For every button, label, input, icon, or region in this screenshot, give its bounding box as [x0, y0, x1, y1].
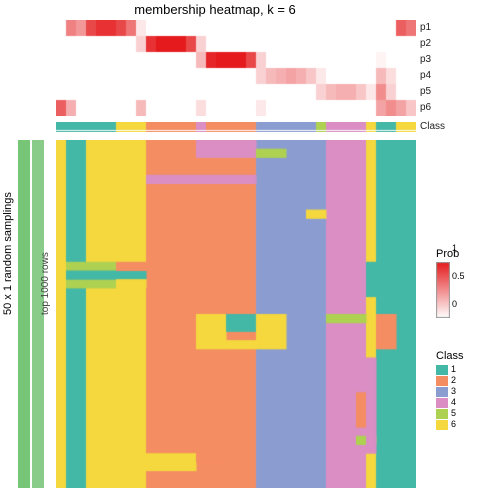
class-legend-label: 4	[451, 397, 456, 408]
class-bar	[56, 122, 416, 132]
class-legend-label: 6	[451, 419, 456, 430]
page-title: membership heatmap, k = 6	[0, 2, 430, 17]
class-bar-label: Class	[420, 121, 445, 132]
rows-label: top 1000 rows	[40, 252, 51, 315]
class-swatch	[436, 409, 448, 419]
panel-label: p5	[420, 86, 431, 97]
class-legend-item: 3	[436, 386, 496, 397]
prob-legend-title: Prob	[436, 248, 496, 260]
class-legend-item: 6	[436, 419, 496, 430]
prob-tick: 1	[452, 243, 457, 253]
class-legend-item: 2	[436, 375, 496, 386]
class-legend-item: 1	[436, 364, 496, 375]
panel-label: p1	[420, 22, 431, 33]
class-swatch	[436, 387, 448, 397]
sampling-label: 50 x 1 random samplings	[2, 192, 14, 315]
class-swatch	[436, 376, 448, 386]
class-legend-label: 5	[451, 408, 456, 419]
class-legend-label: 2	[451, 375, 456, 386]
prob-gradient	[436, 262, 450, 318]
panel-label: p4	[420, 70, 431, 81]
membership-panels	[56, 20, 416, 116]
class-swatch	[436, 420, 448, 430]
prob-legend: Prob 10.50	[436, 248, 496, 318]
panel-label: p6	[420, 102, 431, 113]
class-swatch	[436, 398, 448, 408]
panel-label: p3	[420, 54, 431, 65]
class-legend-label: 1	[451, 364, 456, 375]
prob-tick: 0	[452, 299, 457, 309]
class-legend-item: 4	[436, 397, 496, 408]
class-swatch	[436, 365, 448, 375]
class-legend: Class 123456	[436, 350, 496, 430]
class-legend-title: Class	[436, 350, 496, 362]
class-legend-item: 5	[436, 408, 496, 419]
main-heatmap	[56, 140, 416, 488]
class-legend-label: 3	[451, 386, 456, 397]
prob-tick: 0.5	[452, 271, 465, 281]
panel-label: p2	[420, 38, 431, 49]
sampling-band	[18, 140, 30, 488]
